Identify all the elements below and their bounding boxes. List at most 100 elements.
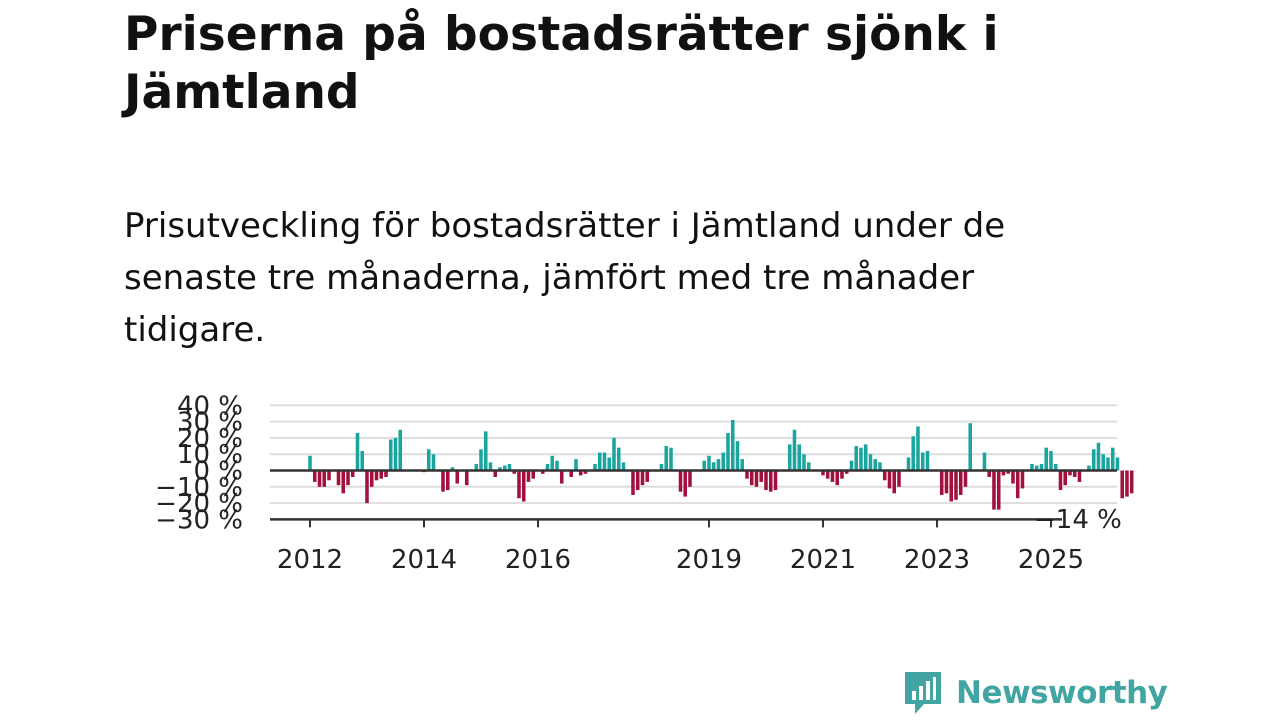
- x-tick-label: 2012: [277, 545, 343, 575]
- bar: [1049, 450, 1053, 471]
- bar: [740, 459, 745, 471]
- bar: [393, 437, 398, 471]
- bar: [749, 470, 754, 486]
- bar: [992, 470, 996, 510]
- bar: [1115, 457, 1120, 471]
- bar: [398, 429, 403, 471]
- gridlines: [270, 404, 1117, 505]
- bar: [887, 470, 892, 489]
- bar: [1034, 465, 1039, 471]
- bar: [764, 470, 768, 491]
- bar: [659, 463, 664, 471]
- bar: [678, 470, 683, 492]
- bar: [355, 433, 360, 471]
- bar: [336, 470, 341, 486]
- y-tick-label: −30 %: [155, 505, 243, 535]
- logo-text: Newsworthy: [956, 675, 1168, 711]
- bar: [1053, 463, 1058, 471]
- y-tick-label: 0 %: [193, 457, 243, 487]
- bar: [360, 450, 365, 471]
- bar: [745, 470, 749, 479]
- bar: [327, 470, 331, 481]
- bar: [1001, 470, 1006, 476]
- bar: [474, 463, 479, 471]
- bar: [374, 470, 379, 481]
- bar: [963, 470, 968, 487]
- bars: [308, 419, 1134, 510]
- bar: [840, 470, 844, 479]
- chart-title: Priserna på bostadsrätter sjönk i Jämtla…: [124, 7, 999, 120]
- bar: [455, 470, 460, 484]
- bar: [597, 452, 602, 471]
- bar: [365, 470, 369, 504]
- bar: [1096, 442, 1101, 471]
- bar: [488, 462, 493, 471]
- bar: [892, 470, 896, 494]
- bar: [450, 467, 455, 471]
- bar: [982, 452, 987, 471]
- bar: [830, 470, 835, 482]
- bar: [517, 470, 521, 499]
- bar: [441, 470, 445, 492]
- bar: [645, 470, 650, 482]
- bar: [498, 467, 502, 471]
- bar: [835, 470, 839, 486]
- bar: [602, 452, 607, 471]
- tick-labels: −30 %−20 %−10 %0 %10 %20 %30 %40 % 2012 20…: [155, 391, 1122, 575]
- bar: [716, 459, 721, 471]
- x-tick-label: 2025: [1018, 545, 1084, 575]
- bar: [350, 470, 355, 478]
- y-tick-label: −20 %: [155, 489, 243, 519]
- bar: [873, 459, 877, 471]
- bar: [1058, 470, 1063, 491]
- bar: [569, 470, 574, 478]
- bar: [806, 462, 811, 471]
- bar: [854, 446, 858, 471]
- bar: [540, 470, 545, 474]
- x-tick-label: 2023: [904, 545, 970, 575]
- bar: [1129, 470, 1134, 494]
- bar: [859, 447, 863, 471]
- bar: [925, 450, 930, 471]
- bar: [379, 470, 384, 479]
- bar: [526, 470, 531, 482]
- bar: [844, 470, 849, 474]
- bar: [1039, 463, 1044, 471]
- bar: [944, 470, 949, 494]
- chart-subtitle: Prisutveckling för bostadsrätter i Jämtl…: [124, 206, 1006, 350]
- bar: [906, 457, 911, 471]
- bar: [664, 446, 669, 471]
- bar: [721, 452, 726, 471]
- bar: [550, 455, 555, 471]
- bar: [322, 470, 327, 487]
- bar: [1044, 447, 1048, 471]
- bar: [493, 470, 498, 478]
- bar: [825, 470, 830, 479]
- bar: [773, 470, 778, 491]
- bar: [631, 470, 635, 495]
- bar: [711, 462, 716, 471]
- y-tick-label: −10 %: [155, 473, 243, 503]
- x-tick-label: 2016: [505, 545, 571, 575]
- bar: [621, 462, 626, 471]
- bar: [369, 470, 374, 487]
- bar: [1015, 470, 1020, 499]
- bar: [1125, 470, 1129, 497]
- bar: [1106, 457, 1110, 471]
- bar: [897, 470, 901, 487]
- bar: [768, 470, 773, 492]
- bar: [754, 470, 759, 487]
- bar: [555, 460, 559, 471]
- bar: [954, 470, 958, 500]
- bar: [483, 431, 488, 471]
- bar: [1011, 470, 1015, 484]
- bar: [640, 470, 645, 486]
- bar: [1087, 465, 1091, 471]
- bar: [1110, 447, 1115, 471]
- bar: [949, 470, 953, 502]
- bar: [882, 470, 887, 481]
- bar: [1120, 470, 1124, 499]
- bar: [730, 419, 735, 471]
- bar: [1006, 470, 1010, 474]
- bar: [688, 470, 692, 487]
